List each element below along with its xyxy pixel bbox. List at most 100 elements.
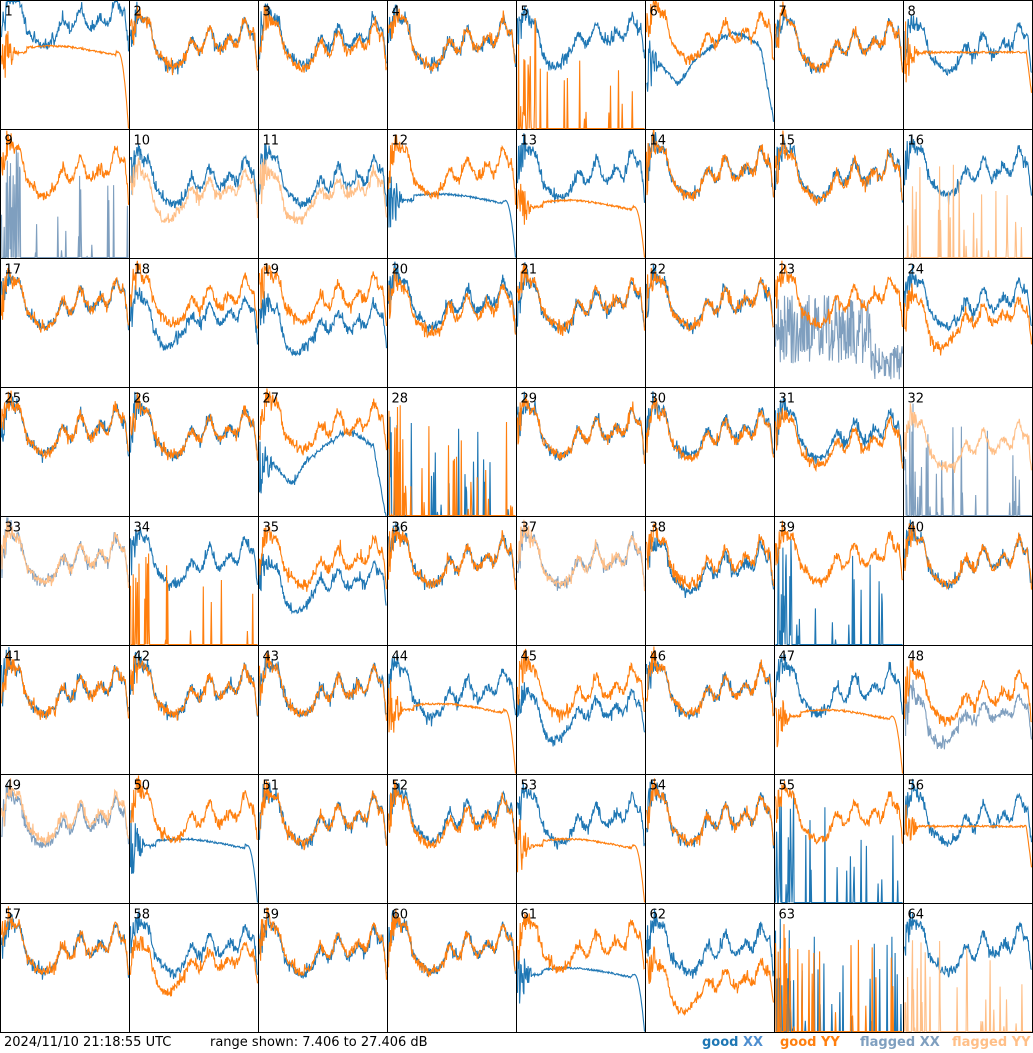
panel-60: 60: [387, 903, 517, 1033]
panel-7: 7: [774, 0, 904, 130]
panel-frame: [903, 387, 1033, 517]
panel-label: 21: [521, 263, 538, 278]
panel-32: 32: [903, 387, 1033, 517]
panel-47: 47: [774, 645, 904, 775]
series-xx-good: [516, 5, 646, 71]
panel-frame: [387, 0, 517, 130]
panel-label: 30: [650, 392, 667, 407]
series-xx-good: [903, 910, 1032, 978]
legend-flagged-yy-pol: YY: [1011, 1035, 1031, 1050]
panel-52: 52: [387, 774, 517, 904]
series-yy-flagged: [129, 157, 259, 224]
series-xx-good: [774, 397, 903, 466]
panel-label: 2: [134, 5, 142, 20]
series-xx-good: [129, 526, 259, 591]
series-yy-good: [387, 780, 517, 850]
series-yy-good: [903, 283, 1033, 356]
series-yy-good: [516, 648, 646, 723]
panel-29: 29: [516, 387, 646, 517]
series-yy-good: [517, 18, 645, 130]
series-xx-good: [774, 654, 904, 718]
series-xx-flagged: [903, 679, 1033, 750]
legend-flagged-yy-word: flagged: [952, 1035, 1008, 1050]
legend-flagged-yy: flagged YY: [952, 1033, 1031, 1053]
series-yy-good: [129, 392, 259, 461]
panel-37: 37: [516, 516, 646, 646]
panel-1: 1: [0, 0, 130, 130]
panel-label: 13: [521, 134, 538, 149]
series-yy-good: [387, 134, 517, 205]
panel-label: 46: [650, 650, 667, 665]
panel-label: 3: [263, 5, 271, 20]
panel-frame: [774, 387, 904, 517]
panel-frame: [645, 258, 775, 388]
panel-36: 36: [387, 516, 517, 646]
series-yy-good: [258, 388, 388, 456]
series-xx-good: [129, 144, 258, 209]
panel-frame: [129, 516, 259, 646]
panel-frame: [387, 516, 517, 646]
series-yy-good: [258, 651, 388, 721]
panel-label: 12: [392, 134, 409, 149]
series-xx-flagged: [774, 294, 904, 380]
panel-label: 32: [908, 392, 925, 407]
panel-label: 61: [521, 908, 538, 923]
panel-33: 33: [0, 516, 130, 646]
series-xx-good: [258, 291, 388, 357]
panel-label: 38: [650, 521, 667, 536]
panel-label: 18: [134, 263, 151, 278]
panel-3: 3: [258, 0, 388, 130]
panel-label: 55: [779, 779, 796, 794]
panel-frame: [645, 0, 775, 130]
panel-40: 40: [903, 516, 1033, 646]
panel-label: 25: [5, 392, 22, 407]
series-yy-good: [516, 818, 646, 903]
series-yy-good: [774, 924, 903, 1033]
panel-frame: [387, 774, 517, 904]
series-xx-good: [516, 781, 646, 850]
panel-frame: [903, 258, 1033, 388]
panel-label: 36: [392, 521, 409, 536]
panel-25: 25: [0, 387, 130, 517]
series-yy-good: [0, 651, 130, 720]
panel-label: 41: [5, 650, 22, 665]
panel-54: 54: [645, 774, 775, 904]
series-yy-good: [645, 646, 775, 718]
panel-frame: [129, 258, 259, 388]
panel-57: 57: [0, 903, 130, 1033]
panel-49: 49: [0, 774, 130, 904]
panel-10: 10: [129, 129, 259, 259]
panel-label: 20: [392, 263, 409, 278]
series-yy-good: [387, 8, 516, 72]
panel-frame: [645, 387, 775, 517]
series-yy-good: [645, 267, 774, 332]
panel-label: 39: [779, 521, 796, 536]
series-yy-good: [129, 775, 258, 844]
series-xx-good: [645, 391, 775, 459]
series-xx-flagged: [903, 403, 1032, 517]
legend-flagged-xx-pol: XX: [919, 1035, 940, 1050]
panel-label: 35: [263, 521, 280, 536]
series-xx-good: [258, 553, 387, 615]
series-xx-good: [258, 653, 388, 718]
series-xx-good: [387, 176, 517, 258]
panel-label: 47: [779, 650, 796, 665]
legend-good-xx-word: good: [702, 1035, 739, 1050]
panel-label: 1: [5, 5, 13, 20]
panel-6: 6: [645, 0, 775, 130]
panel-frame: [516, 387, 646, 517]
panel-30: 30: [645, 387, 775, 517]
panel-frame: [387, 129, 517, 259]
panel-63: 63: [774, 903, 904, 1033]
series-xx-good: [646, 30, 775, 122]
panel-frame: [129, 903, 259, 1033]
panel-label: 19: [263, 263, 280, 278]
panel-label: 51: [263, 779, 280, 794]
panel-34: 34: [129, 516, 259, 646]
panel-label: 11: [263, 134, 280, 149]
panel-label: 24: [908, 263, 925, 278]
panel-46: 46: [645, 645, 775, 775]
panel-label: 7: [779, 5, 787, 20]
series-xx-good: [903, 135, 1033, 205]
